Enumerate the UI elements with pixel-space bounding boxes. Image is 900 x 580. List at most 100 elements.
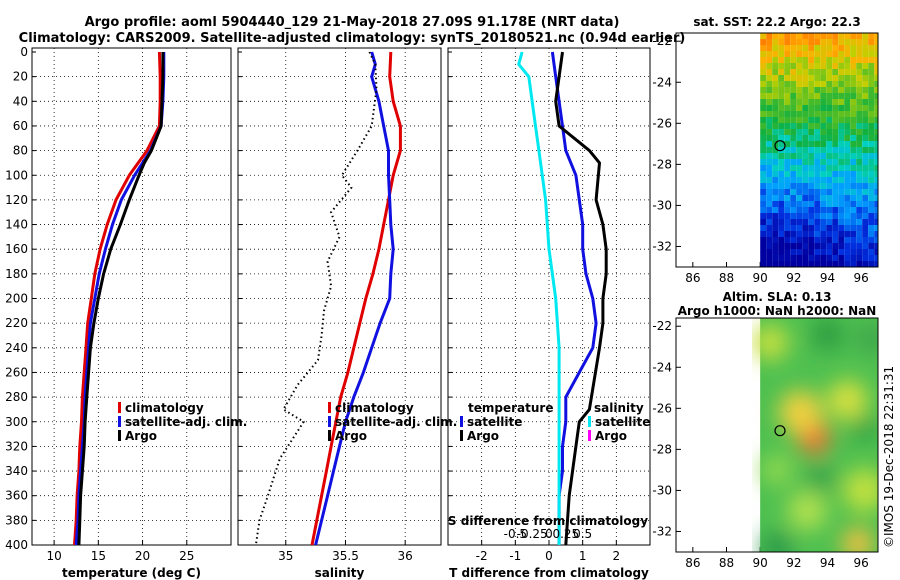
sst-cell <box>778 93 785 99</box>
sst-cell <box>862 129 869 135</box>
sst-cell <box>760 195 767 201</box>
sst-cell <box>766 219 773 225</box>
sst-cell <box>778 141 785 147</box>
sla-anomaly <box>761 453 793 486</box>
sst-cell <box>844 243 851 249</box>
sst-cell <box>790 165 797 171</box>
sst-cell <box>844 57 851 63</box>
legend-swatch-satellite <box>588 416 591 427</box>
sst-cell <box>820 171 827 177</box>
sst-cell <box>832 201 839 207</box>
sst-cell <box>790 183 797 189</box>
sst-cell <box>862 45 869 51</box>
x-tick-label: 35.5 <box>332 549 359 563</box>
s-tick-label: -0.25 <box>517 527 548 541</box>
y-tick-label: 380 <box>5 513 28 527</box>
sst-cell <box>814 129 821 135</box>
sst-cell <box>778 255 785 261</box>
sst-cell <box>814 201 821 207</box>
sst-cell <box>862 81 869 87</box>
sst-cell <box>796 201 803 207</box>
sst-cell <box>868 105 875 111</box>
sst-cell <box>862 63 869 69</box>
y-tick-label: 360 <box>5 489 28 503</box>
sst-cell <box>790 141 797 147</box>
sst-cell <box>856 213 863 219</box>
sst-cell <box>802 147 809 153</box>
sst-cell <box>760 159 767 165</box>
sst-cell <box>838 213 845 219</box>
sla-anomaly <box>857 324 878 353</box>
sla-map-title-line1: Altim. SLA: 0.13 <box>723 290 832 304</box>
sst-cell <box>784 87 791 93</box>
imos-watermark: ©IMOS 19-Dec-2018 22:31:31 <box>882 366 896 548</box>
sst-cell <box>844 219 851 225</box>
salinity-panel: 35 35.5 36 salinity climatologysatellite-adj… <box>237 47 457 580</box>
sst-cell <box>814 99 821 105</box>
sst-cell <box>808 177 815 183</box>
sst-cell <box>826 219 833 225</box>
sst-cell <box>766 51 773 57</box>
y-tick-label: 200 <box>5 292 28 306</box>
sst-cell <box>856 111 863 117</box>
sst-cell <box>868 123 875 129</box>
sst-cell <box>796 57 803 63</box>
sst-cell <box>832 195 839 201</box>
sst-cell <box>832 75 839 81</box>
sst-cell <box>832 225 839 231</box>
y-tick-label: 300 <box>5 415 28 429</box>
sla-anomaly <box>842 468 878 513</box>
sst-cell <box>844 81 851 87</box>
sst-cell <box>838 177 845 183</box>
map-x-tick-label: 92 <box>786 271 801 285</box>
sst-cell <box>766 111 773 117</box>
sst-cell <box>868 141 875 147</box>
sst-cell <box>778 249 785 255</box>
sst-cell <box>790 213 797 219</box>
sst-cell <box>802 207 809 213</box>
sst-cell <box>862 159 869 165</box>
sst-cell <box>814 255 821 261</box>
sst-cell <box>766 231 773 237</box>
sst-cell <box>850 123 857 129</box>
sst-cell <box>796 183 803 189</box>
sst-cell <box>874 255 878 261</box>
sst-cell <box>772 75 779 81</box>
sst-cell <box>766 261 773 267</box>
sst-cell <box>868 219 875 225</box>
sst-cell <box>814 153 821 159</box>
sst-cell <box>778 75 785 81</box>
sst-map-title: sat. SST: 22.2 Argo: 22.3 <box>693 15 860 29</box>
sst-cell <box>790 39 797 45</box>
sst-cell <box>826 237 833 243</box>
sst-cell <box>772 105 779 111</box>
y-tick-label: 280 <box>5 390 28 404</box>
sst-cell <box>802 87 809 93</box>
sst-cell <box>778 165 785 171</box>
sst-cell <box>844 237 851 243</box>
sst-cell <box>760 63 767 69</box>
sst-cell <box>838 261 845 267</box>
sst-cell <box>838 63 845 69</box>
sst-cell <box>820 51 827 57</box>
sst-cell <box>832 93 839 99</box>
sst-cell <box>766 165 773 171</box>
sst-cell <box>814 75 821 81</box>
sst-cell <box>766 93 773 99</box>
sst-cell <box>826 195 833 201</box>
sst-cell <box>766 159 773 165</box>
sst-cell <box>784 201 791 207</box>
sst-cell <box>808 63 815 69</box>
map-y-tick-label: -32 <box>652 524 672 538</box>
sst-cell <box>784 99 791 105</box>
sst-cell <box>760 123 767 129</box>
sst-cell <box>802 135 809 141</box>
x-tick-label: 20 <box>135 549 150 563</box>
sst-cell <box>766 69 773 75</box>
sst-cell <box>772 117 779 123</box>
sst-cell <box>784 231 791 237</box>
sst-cell <box>802 243 809 249</box>
sst-cell <box>760 51 767 57</box>
sst-cell <box>760 81 767 87</box>
